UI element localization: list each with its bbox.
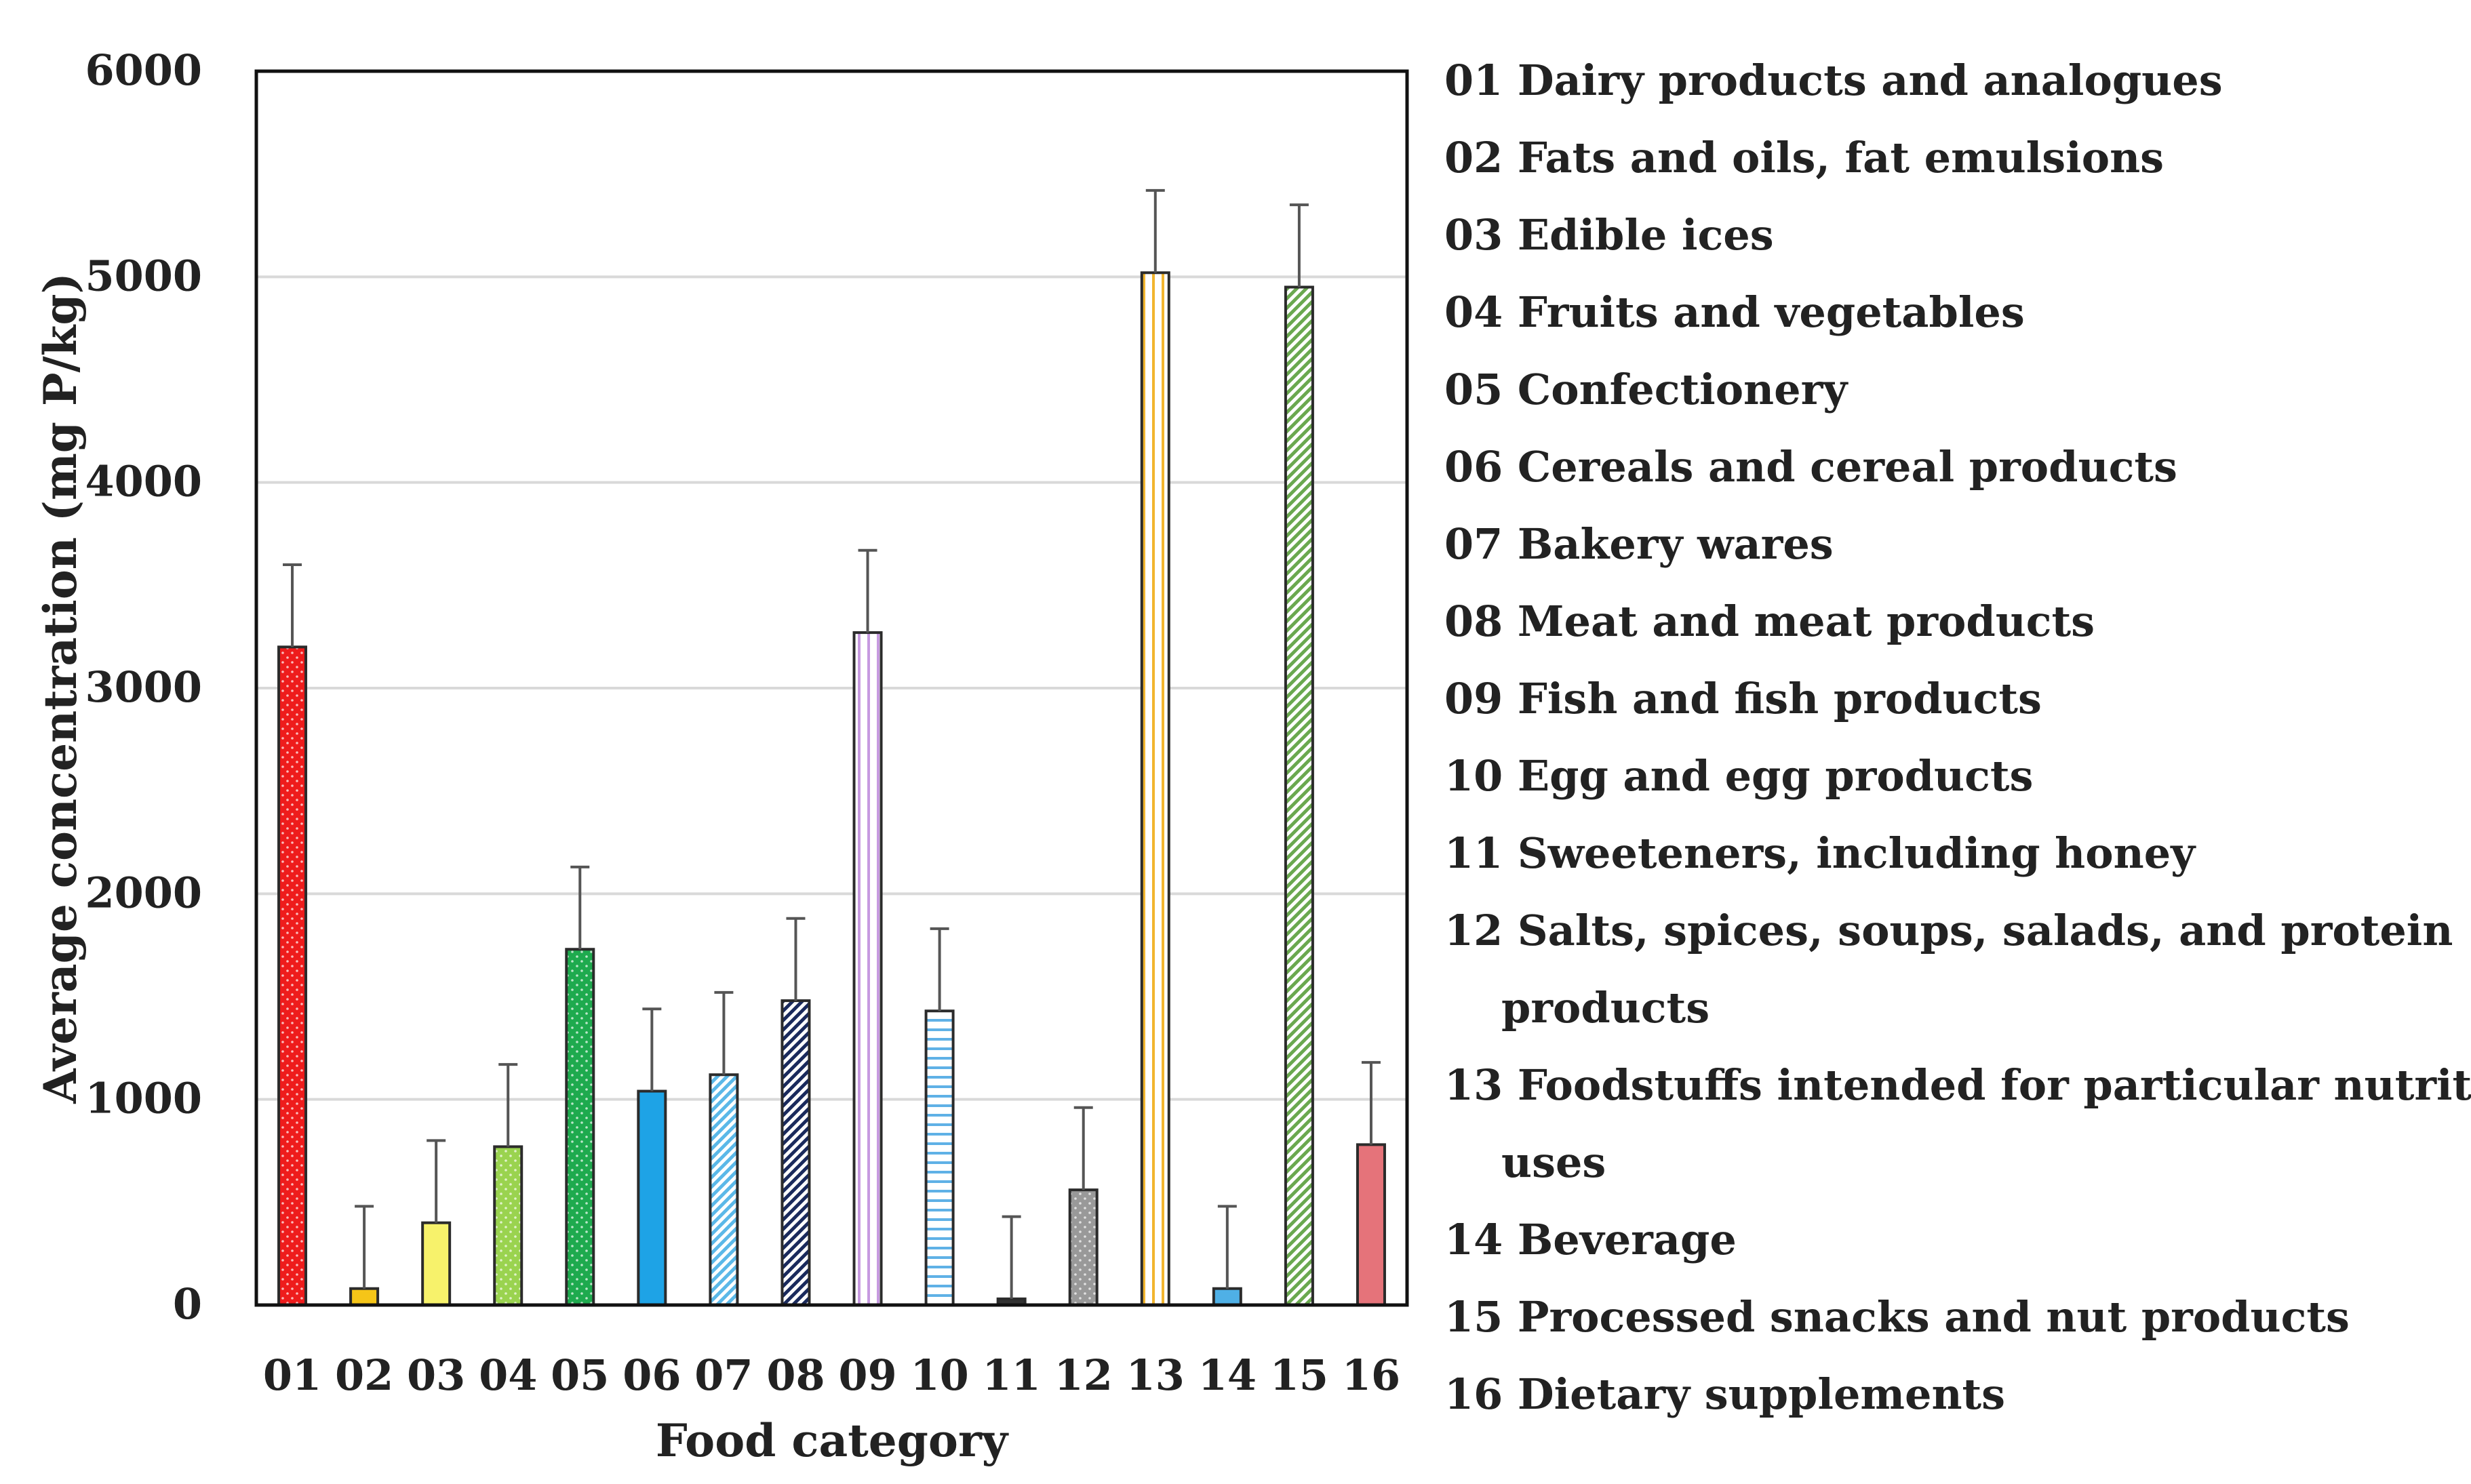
- legend-entry-06: 06 Cereals and cereal products: [1444, 442, 2177, 492]
- bar-01: [277, 645, 308, 1306]
- y-tick-label: 6000: [85, 45, 202, 95]
- legend-entry-13: 13 Foodstuffs intended for particular nu…: [1444, 1060, 2471, 1187]
- x-tick-label: 16: [1342, 1350, 1400, 1400]
- legend-label: 16 Dietary supplements: [1444, 1369, 2005, 1419]
- bar-06: [637, 1089, 667, 1306]
- legend-entry-14: 14 Beverage: [1444, 1215, 1737, 1264]
- error-bar-05: [570, 865, 590, 950]
- legend-entry-11: 11 Sweeteners, including honey: [1444, 828, 2196, 878]
- x-tick-label: 06: [622, 1350, 681, 1400]
- x-tick-label: 14: [1198, 1350, 1257, 1400]
- legend-entry-09: 09 Fish and fish products: [1444, 674, 2042, 723]
- error-bar-16: [1361, 1061, 1381, 1145]
- error-bar-08: [786, 917, 806, 1001]
- legend-label: 02 Fats and oils, fat emulsions: [1444, 133, 2164, 182]
- error-bar-10: [930, 927, 949, 1011]
- bar-12: [1068, 1188, 1099, 1306]
- bar-03: [421, 1221, 452, 1306]
- error-bar-11: [1002, 1215, 1021, 1299]
- bar-07: [709, 1073, 739, 1307]
- legend-label: 08 Meat and meat products: [1444, 597, 2095, 646]
- legend-label: 01 Dairy products and analogues: [1444, 56, 2223, 105]
- error-bar-03: [427, 1139, 446, 1223]
- legend-label: products: [1501, 983, 1709, 1032]
- legend-entry-10: 10 Egg and egg products: [1444, 751, 2033, 801]
- bar-10: [924, 1009, 955, 1306]
- legend-entry-05: 05 Confectionery: [1444, 365, 1849, 414]
- error-bar-06: [642, 1007, 662, 1091]
- legend-label: 11 Sweeteners, including honey: [1444, 828, 2196, 878]
- x-tick-label: 15: [1270, 1350, 1328, 1400]
- legend-label: 10 Egg and egg products: [1444, 751, 2033, 801]
- x-tick-label: 01: [263, 1350, 321, 1400]
- legend-entry-01: 01 Dairy products and analogues: [1444, 56, 2223, 105]
- legend-label: 13 Foodstuffs intended for particular nu…: [1444, 1060, 2471, 1110]
- legend-entry-15: 15 Processed snacks and nut products: [1444, 1292, 2350, 1342]
- x-tick-label: 12: [1054, 1350, 1113, 1400]
- legend-label: 14 Beverage: [1444, 1215, 1737, 1264]
- error-bar-12: [1073, 1106, 1093, 1190]
- error-bar-04: [498, 1063, 518, 1147]
- legend-label: uses: [1501, 1138, 1606, 1187]
- legend-entry-02: 02 Fats and oils, fat emulsions: [1444, 133, 2164, 182]
- bar-15: [1284, 285, 1314, 1306]
- error-bar-14: [1217, 1205, 1237, 1289]
- x-tick-label: 13: [1126, 1350, 1185, 1400]
- x-tick-label: 04: [479, 1350, 537, 1400]
- bar-05: [565, 948, 595, 1306]
- legend-entry-07: 07 Bakery wares: [1444, 519, 1834, 569]
- y-tick-label: 1000: [85, 1074, 202, 1123]
- y-tick-label: 0: [173, 1279, 202, 1329]
- legend-entry-04: 04 Fruits and vegetables: [1444, 287, 2025, 337]
- x-tick-label: 07: [694, 1350, 753, 1400]
- error-bar-09: [858, 548, 877, 633]
- x-tick-label: 08: [766, 1350, 825, 1400]
- legend-label: 03 Edible ices: [1444, 210, 1774, 260]
- bar-08: [780, 999, 811, 1306]
- bar-16: [1356, 1143, 1386, 1307]
- y-tick-label: 4000: [85, 457, 202, 506]
- x-tick-label: 02: [335, 1350, 393, 1400]
- y-axis-title: Average concentration (mg P/kg): [34, 273, 87, 1104]
- legend-entry-16: 16 Dietary supplements: [1444, 1369, 2005, 1419]
- x-tick-label: 11: [983, 1350, 1041, 1400]
- error-bar-01: [283, 563, 302, 647]
- y-tick-label: 2000: [85, 868, 202, 917]
- legend-label: 12 Salts, spices, soups, salads, and pro…: [1444, 906, 2453, 955]
- y-tick-label: 5000: [85, 251, 202, 300]
- error-bar-02: [355, 1205, 374, 1289]
- bar-14: [1212, 1287, 1242, 1306]
- bar-13: [1140, 271, 1170, 1306]
- error-bar-13: [1145, 188, 1165, 273]
- x-tick-label: 05: [551, 1350, 609, 1400]
- bar-09: [852, 631, 883, 1306]
- bar-04: [493, 1145, 523, 1307]
- legend-label: 04 Fruits and vegetables: [1444, 287, 2025, 337]
- legend-entry-08: 08 Meat and meat products: [1444, 597, 2095, 646]
- x-tick-label: 03: [407, 1350, 465, 1400]
- error-bar-15: [1289, 203, 1309, 287]
- legend-label: 09 Fish and fish products: [1444, 674, 2042, 723]
- legend-entry-12: 12 Salts, spices, soups, salads, and pro…: [1444, 906, 2453, 1032]
- legend-entry-03: 03 Edible ices: [1444, 210, 1774, 260]
- error-bar-07: [714, 990, 734, 1075]
- x-tick-label: 09: [838, 1350, 896, 1400]
- legend-label: 07 Bakery wares: [1444, 519, 1834, 569]
- legend-label: 05 Confectionery: [1444, 365, 1849, 414]
- plot-frame: [254, 69, 1409, 1307]
- bar-02: [349, 1287, 380, 1306]
- y-tick-label: 3000: [85, 662, 202, 712]
- legend-label: 06 Cereals and cereal products: [1444, 442, 2177, 492]
- legend-label: 15 Processed snacks and nut products: [1444, 1292, 2350, 1342]
- x-tick-label: 10: [910, 1350, 968, 1400]
- x-axis-title: Food category: [656, 1414, 1009, 1467]
